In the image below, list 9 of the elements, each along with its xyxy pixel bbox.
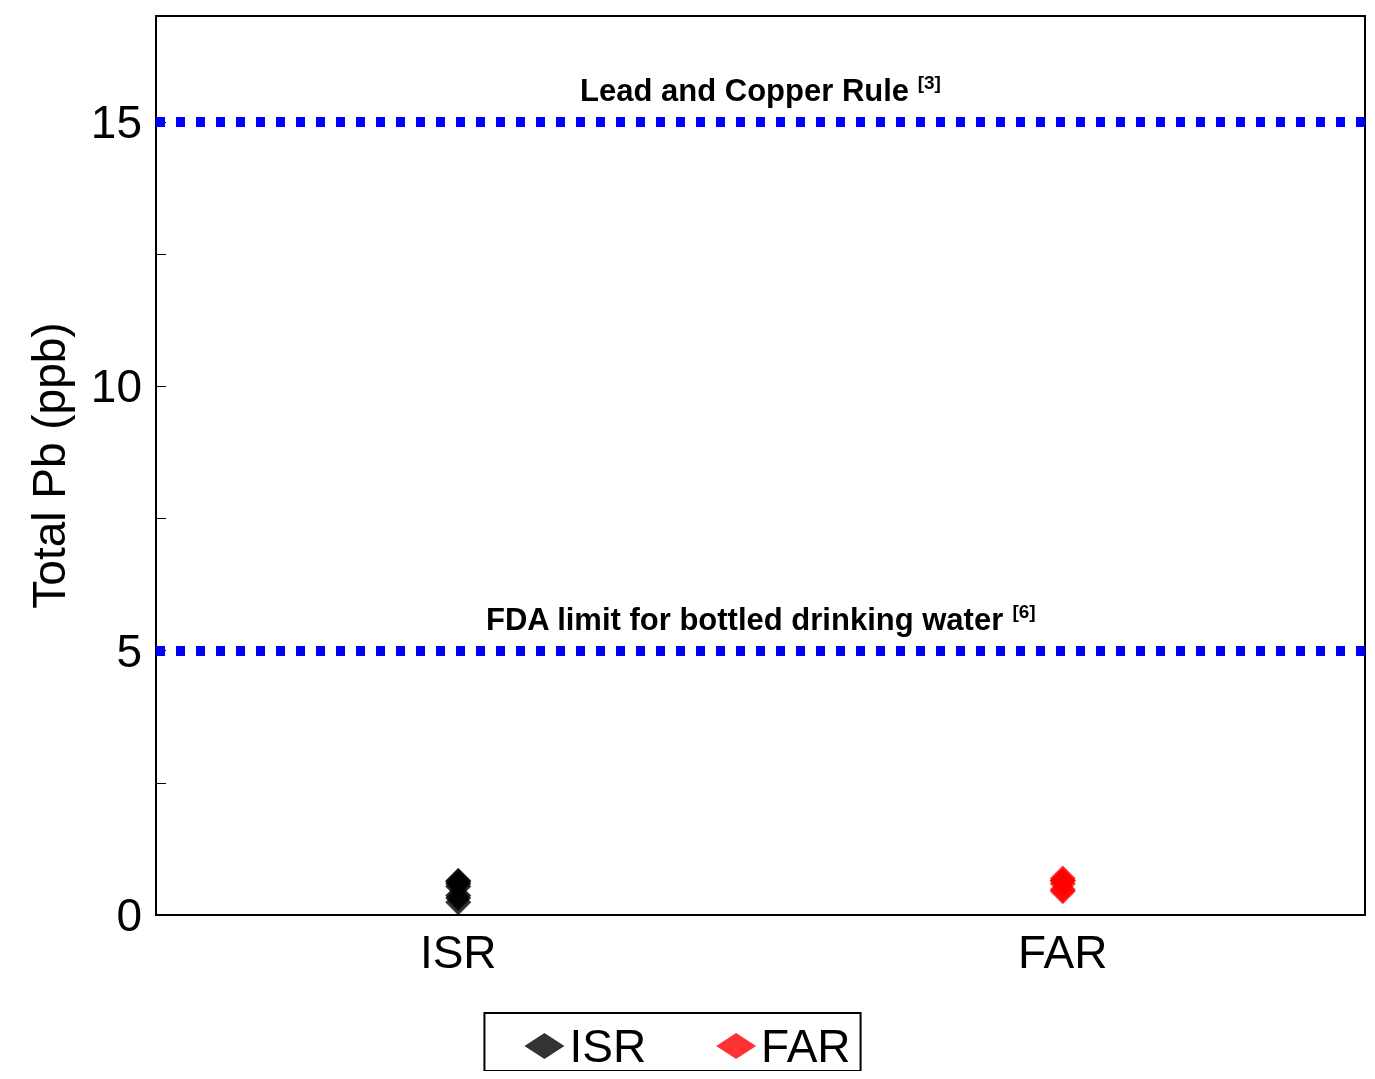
y-tick-label: 5	[116, 624, 142, 677]
legend-label: FAR	[761, 1020, 851, 1072]
legend-label: ISR	[569, 1020, 647, 1072]
ref-line-label: FDA limit for bottled drinking water [6]	[485, 600, 1036, 637]
ref-line-label: Lead and Copper Rule [3]	[580, 71, 941, 108]
y-tick-label: 0	[116, 889, 142, 941]
y-axis-title: Total Pb (ppb)	[23, 322, 75, 609]
y-tick-label: 15	[90, 95, 142, 148]
y-tick-label: 10	[90, 360, 142, 413]
